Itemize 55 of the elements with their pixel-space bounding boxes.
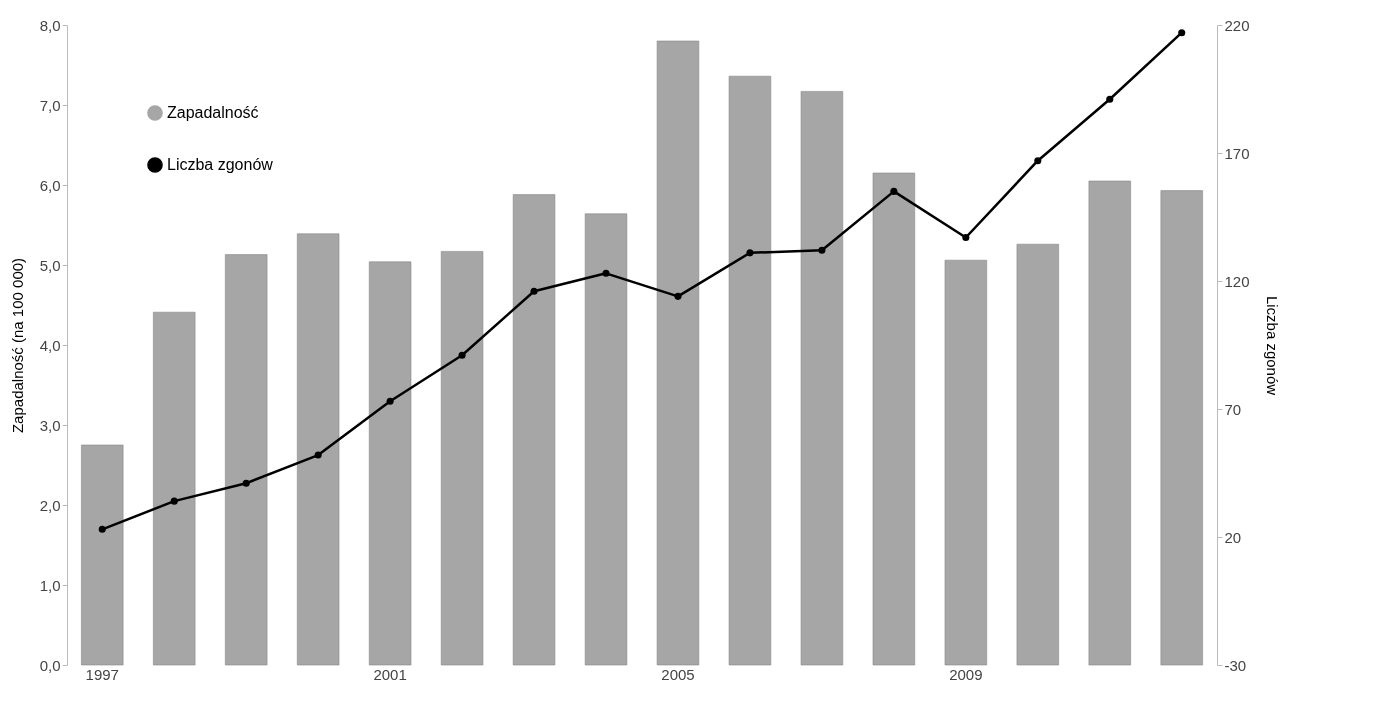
y2-axis-title: Liczba zgonów	[1263, 295, 1281, 396]
point	[242, 479, 250, 487]
point	[98, 525, 106, 533]
y-tick-label: 8,0	[39, 16, 61, 34]
bar	[81, 444, 124, 666]
bar	[728, 75, 772, 666]
legend-label: Liczba zgonów	[167, 156, 274, 173]
bar	[944, 259, 988, 666]
legend-label: Zapadalność	[167, 104, 259, 121]
x-tick-label: 1997	[85, 665, 119, 683]
bar	[800, 91, 844, 666]
bar	[440, 251, 484, 666]
point	[386, 397, 394, 405]
x-tick-label: 2005	[661, 665, 695, 683]
y2-tick-label: 170	[1224, 144, 1250, 162]
bar	[656, 40, 700, 666]
bar	[296, 233, 340, 666]
bar	[368, 261, 412, 666]
bar	[153, 311, 196, 666]
y2-tick-label: 20	[1224, 528, 1242, 546]
point	[746, 249, 754, 257]
x-tick-label: 2009	[949, 665, 983, 683]
y-tick-label: 2,0	[39, 496, 61, 514]
point	[818, 246, 826, 254]
y2-tick-label: 220	[1224, 16, 1250, 34]
y-tick-label: 3,0	[39, 416, 61, 434]
y2-tick-label: -30	[1224, 656, 1247, 674]
point	[1106, 95, 1114, 103]
y-axis-title: Zapadalność (na 100 000)	[8, 257, 26, 434]
y-tick-label: 6,0	[39, 176, 61, 194]
bar	[1088, 180, 1131, 666]
point	[530, 287, 538, 295]
point	[602, 269, 610, 277]
point	[962, 233, 970, 242]
point	[1034, 157, 1042, 165]
y-tick-label: 0,0	[39, 656, 61, 674]
y2-tick-label: 120	[1224, 272, 1250, 290]
point	[458, 351, 466, 359]
bar	[1160, 190, 1203, 666]
bar	[584, 213, 628, 666]
point	[314, 451, 322, 459]
bar	[1016, 243, 1059, 666]
bar	[512, 194, 556, 666]
point	[674, 292, 682, 300]
point	[170, 497, 178, 505]
y-tick-label: 5,0	[39, 256, 61, 274]
bar	[225, 254, 268, 666]
point	[1178, 29, 1186, 37]
y-tick-label: 4,0	[39, 336, 61, 354]
y2-tick-label: 70	[1224, 400, 1242, 418]
x-tick-label: 2001	[373, 665, 407, 683]
y-tick-label: 7,0	[39, 96, 61, 114]
y-tick-label: 1,0	[39, 576, 61, 594]
bar	[872, 172, 916, 666]
point	[890, 187, 898, 195]
